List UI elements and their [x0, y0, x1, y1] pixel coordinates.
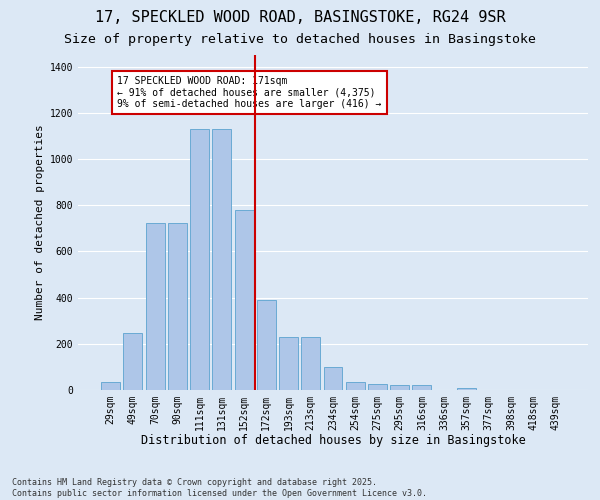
Text: 17, SPECKLED WOOD ROAD, BASINGSTOKE, RG24 9SR: 17, SPECKLED WOOD ROAD, BASINGSTOKE, RG2… [95, 10, 505, 25]
Bar [457, 388, 476, 390]
Text: Contains HM Land Registry data © Crown copyright and database right 2025.
Contai: Contains HM Land Registry data © Crown c… [12, 478, 427, 498]
Bar [212, 129, 231, 390]
Bar [301, 337, 320, 390]
Y-axis label: Number of detached properties: Number of detached properties [35, 124, 46, 320]
Bar [124, 334, 142, 390]
Bar [390, 386, 409, 390]
Bar [168, 222, 187, 390]
Bar [323, 367, 343, 390]
Bar [101, 382, 120, 390]
Bar [146, 222, 164, 390]
Text: Size of property relative to detached houses in Basingstoke: Size of property relative to detached ho… [64, 32, 536, 46]
Bar [346, 382, 365, 390]
Text: 17 SPECKLED WOOD ROAD: 171sqm
← 91% of detached houses are smaller (4,375)
9% of: 17 SPECKLED WOOD ROAD: 171sqm ← 91% of d… [118, 76, 382, 109]
Bar [257, 300, 276, 390]
Bar [235, 210, 254, 390]
Bar [190, 129, 209, 390]
Bar [368, 384, 387, 390]
X-axis label: Distribution of detached houses by size in Basingstoke: Distribution of detached houses by size … [140, 434, 526, 448]
Bar [412, 386, 431, 390]
Bar [279, 337, 298, 390]
